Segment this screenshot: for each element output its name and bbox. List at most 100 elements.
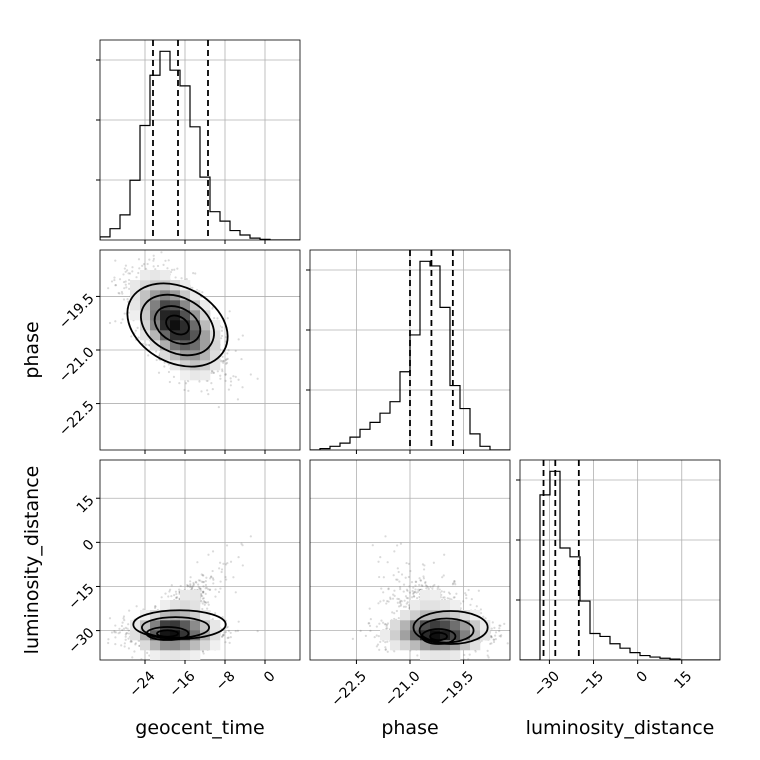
- sample-point: [107, 641, 110, 645]
- density-cell: [170, 610, 181, 621]
- sample-point: [237, 338, 240, 341]
- sample-point: [122, 280, 126, 284]
- sample-point: [201, 291, 204, 294]
- panel-frame: [99, 39, 301, 241]
- sample-point: [131, 266, 134, 269]
- sample-point: [178, 588, 181, 591]
- density-cell: [200, 310, 211, 321]
- sample-point: [201, 607, 204, 611]
- histogram-phase: [310, 260, 510, 450]
- sample-point: [124, 638, 127, 641]
- sample-point: [206, 389, 209, 392]
- sample-point: [164, 259, 167, 262]
- sample-point: [137, 258, 141, 261]
- sample-point: [226, 625, 229, 628]
- sample-point: [136, 326, 139, 329]
- sample-point: [134, 642, 137, 645]
- sample-point: [224, 630, 228, 634]
- sample-point: [113, 630, 116, 633]
- sample-point: [201, 574, 204, 577]
- sample-point: [414, 580, 417, 583]
- density-cell: [190, 590, 201, 601]
- sample-point: [224, 358, 227, 362]
- density-cell: [160, 610, 171, 621]
- sample-point: [218, 561, 222, 564]
- density-cell: [190, 340, 201, 351]
- density-cell: [180, 370, 191, 381]
- sample-point: [226, 561, 229, 565]
- sample-point: [114, 643, 117, 646]
- sample-point: [179, 584, 182, 588]
- density-cell: [160, 350, 171, 361]
- sample-point: [241, 334, 244, 337]
- sample-point: [396, 544, 399, 547]
- sample-point: [197, 579, 200, 582]
- sample-point: [201, 602, 204, 605]
- sample-point: [122, 298, 126, 301]
- sample-point: [219, 587, 222, 590]
- sample-point: [221, 370, 224, 373]
- sample-point: [126, 269, 129, 272]
- sample-point: [435, 665, 437, 667]
- sample-point: [152, 237, 154, 239]
- density-cell: [140, 620, 151, 631]
- sample-point: [120, 644, 123, 647]
- sample-point: [125, 632, 128, 635]
- sample-point: [209, 577, 212, 580]
- sample-point: [202, 652, 205, 655]
- sample-point: [200, 593, 203, 597]
- sample-point: [134, 329, 137, 332]
- sample-point: [529, 631, 531, 633]
- sample-point: [199, 587, 202, 590]
- sample-point: [211, 577, 215, 580]
- sample-point: [188, 585, 192, 589]
- sample-point: [95, 229, 97, 231]
- sample-point: [190, 586, 193, 589]
- density-cell: [140, 290, 151, 301]
- sample-point: [222, 633, 225, 636]
- density-cell: [170, 320, 181, 331]
- sample-point: [127, 637, 130, 640]
- sample-point: [192, 272, 195, 275]
- sample-point: [203, 603, 206, 606]
- sample-point: [225, 361, 229, 364]
- density-cell: [160, 620, 171, 631]
- density-cell: [170, 620, 181, 631]
- sample-point: [120, 624, 124, 628]
- sample-point: [213, 316, 216, 320]
- density-cell: [160, 300, 171, 311]
- sample-point: [162, 263, 165, 266]
- sample-point: [211, 550, 215, 553]
- density-cell: [160, 630, 171, 641]
- sample-point: [187, 380, 190, 383]
- sample-point: [224, 575, 227, 579]
- sample-point: [202, 590, 205, 594]
- sample-point: [207, 393, 210, 396]
- sample-point: [241, 564, 244, 567]
- sample-point: [110, 280, 114, 283]
- density-cell: [180, 640, 191, 651]
- sample-point: [124, 270, 127, 273]
- density-cell: [190, 600, 201, 611]
- sample-point: [216, 370, 219, 373]
- sample-point: [224, 373, 227, 376]
- sample-point: [219, 377, 222, 380]
- sample-point: [198, 380, 201, 383]
- sample-point: [364, 634, 367, 638]
- sample-point: [226, 352, 229, 355]
- sample-point: [126, 632, 129, 635]
- sample-point: [219, 374, 222, 377]
- sample-point: [490, 636, 493, 639]
- contour-level-3: [126, 282, 229, 368]
- sample-point: [158, 354, 161, 357]
- density-cell: [210, 340, 221, 351]
- sample-point: [212, 371, 215, 375]
- density-cell: [130, 310, 141, 321]
- sample-point: [204, 583, 208, 587]
- sample-point: [220, 635, 224, 638]
- sample-point: [210, 382, 213, 385]
- sample-point: [123, 642, 126, 645]
- sample-point: [127, 278, 131, 282]
- sample-point: [114, 284, 117, 287]
- sample-point: [128, 609, 131, 612]
